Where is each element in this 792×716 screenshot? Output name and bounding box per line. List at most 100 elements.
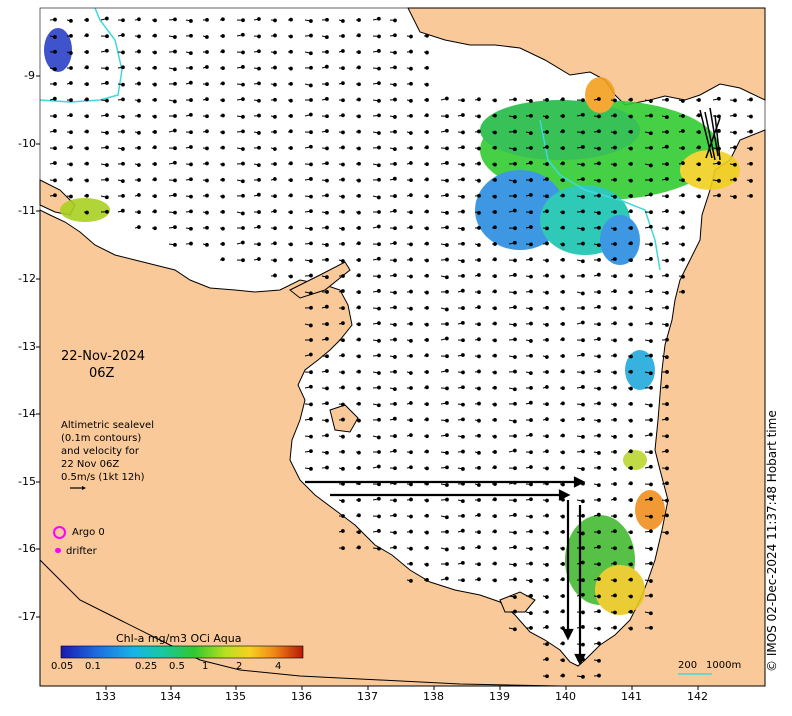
- velocity-arrow: [559, 514, 565, 519]
- velocity-arrow: [372, 274, 381, 279]
- velocity-arrow: [610, 434, 617, 439]
- velocity-arrow: [525, 274, 533, 279]
- velocity-arrow: [627, 545, 633, 550]
- velocity-arrow: [559, 658, 565, 663]
- velocity-arrow: [389, 273, 397, 278]
- velocity-arrow: [644, 561, 653, 566]
- velocity-arrow: [729, 195, 737, 199]
- contour-nw: [39, 7, 123, 103]
- velocity-arrow: [185, 112, 193, 117]
- velocity-arrow: [304, 162, 313, 167]
- velocity-arrow: [100, 81, 109, 85]
- velocity-arrow: [185, 130, 193, 135]
- velocity-arrow: [389, 369, 397, 374]
- velocity-arrow: [661, 337, 669, 342]
- velocity-arrow: [406, 529, 413, 534]
- velocity-arrow: [474, 354, 481, 359]
- velocity-arrow: [389, 18, 397, 23]
- velocity-arrow: [219, 242, 225, 246]
- velocity-arrow: [474, 562, 481, 567]
- velocity-arrow: [372, 195, 381, 200]
- velocity-arrow: [83, 146, 89, 151]
- velocity-arrow: [406, 371, 413, 375]
- velocity-arrow: [355, 114, 361, 119]
- velocity-arrow: [338, 113, 345, 118]
- velocity-arrow: [593, 658, 601, 663]
- velocity-arrow: [491, 529, 497, 534]
- velocity-arrow: [525, 529, 533, 534]
- velocity-arrow: [389, 355, 397, 359]
- velocity-arrow: [542, 417, 549, 422]
- velocity-arrow: [678, 289, 685, 294]
- velocity-arrow: [389, 466, 397, 471]
- velocity-arrow: [508, 419, 517, 424]
- velocity-arrow: [287, 257, 293, 262]
- velocity-arrow: [236, 97, 245, 102]
- velocity-arrow: [168, 99, 177, 104]
- velocity-arrow: [151, 226, 157, 231]
- velocity-arrow: [576, 434, 585, 439]
- velocity-arrow: [423, 177, 429, 182]
- velocity-arrow: [508, 115, 517, 119]
- velocity-arrow: [355, 401, 361, 406]
- velocity-arrow: [644, 242, 653, 247]
- velocity-arrow: [559, 641, 565, 646]
- lon-tick-label: 142: [687, 690, 708, 703]
- velocity-arrow: [406, 49, 413, 54]
- velocity-arrow: [440, 576, 449, 581]
- velocity-arrow: [355, 193, 361, 198]
- lat-tick-label: -12: [18, 272, 36, 285]
- velocity-arrow: [440, 368, 449, 373]
- velocity-arrow: [474, 161, 481, 166]
- velocity-arrow: [203, 50, 209, 54]
- velocity-arrow: [389, 194, 397, 198]
- velocity-arrow: [695, 130, 701, 135]
- velocity-arrow: [559, 609, 565, 614]
- velocity-arrow: [440, 307, 449, 312]
- velocity-arrow: [627, 209, 633, 214]
- lon-tick-marks: [105, 686, 699, 690]
- velocity-arrow: [644, 611, 653, 616]
- velocity-arrow: [338, 177, 345, 182]
- velocity-arrow: [661, 162, 669, 166]
- velocity-arrow: [593, 211, 601, 215]
- velocity-arrow: [491, 257, 497, 262]
- velocity-arrow: [270, 194, 277, 199]
- velocity-arrow: [406, 193, 413, 198]
- velocity-arrow: [746, 161, 753, 166]
- velocity-arrow: [474, 465, 481, 470]
- velocity-arrow: [219, 81, 225, 86]
- velocity-arrow: [66, 33, 73, 38]
- velocity-arrow: [593, 258, 601, 262]
- velocity-arrow: [355, 258, 361, 262]
- velocity-arrow: [49, 82, 57, 86]
- velocity-arrow: [746, 146, 753, 151]
- velocity-arrow: [304, 449, 313, 454]
- velocity-arrow: [610, 546, 617, 551]
- velocity-arrow: [627, 290, 633, 295]
- velocity-arrow: [542, 577, 549, 582]
- velocity-arrow: [83, 33, 89, 38]
- velocity-arrow: [593, 304, 601, 309]
- drifter-label: drifter: [66, 546, 97, 557]
- land-island-small-1: [289, 261, 351, 299]
- velocity-arrow: [185, 145, 193, 149]
- velocity-arrow: [542, 322, 549, 327]
- velocity-arrow: [253, 131, 261, 135]
- velocity-arrow: [134, 113, 141, 118]
- velocity-arrow: [678, 257, 685, 262]
- velocity-arrow: [440, 529, 449, 534]
- velocity-arrow: [321, 450, 329, 455]
- velocity-arrow: [151, 130, 157, 134]
- lon-tick-label: 138: [423, 690, 444, 703]
- colorbar-tick-label: 1: [202, 661, 209, 672]
- velocity-arrow: [270, 33, 277, 38]
- velocity-arrow: [372, 98, 381, 103]
- argo-label: Argo 0: [72, 527, 105, 538]
- velocity-arrow: [389, 241, 397, 245]
- land-cape-york: [39, 129, 766, 687]
- velocity-arrow: [423, 530, 429, 535]
- velocity-arrow: [287, 242, 293, 247]
- velocity-arrow: [423, 322, 429, 327]
